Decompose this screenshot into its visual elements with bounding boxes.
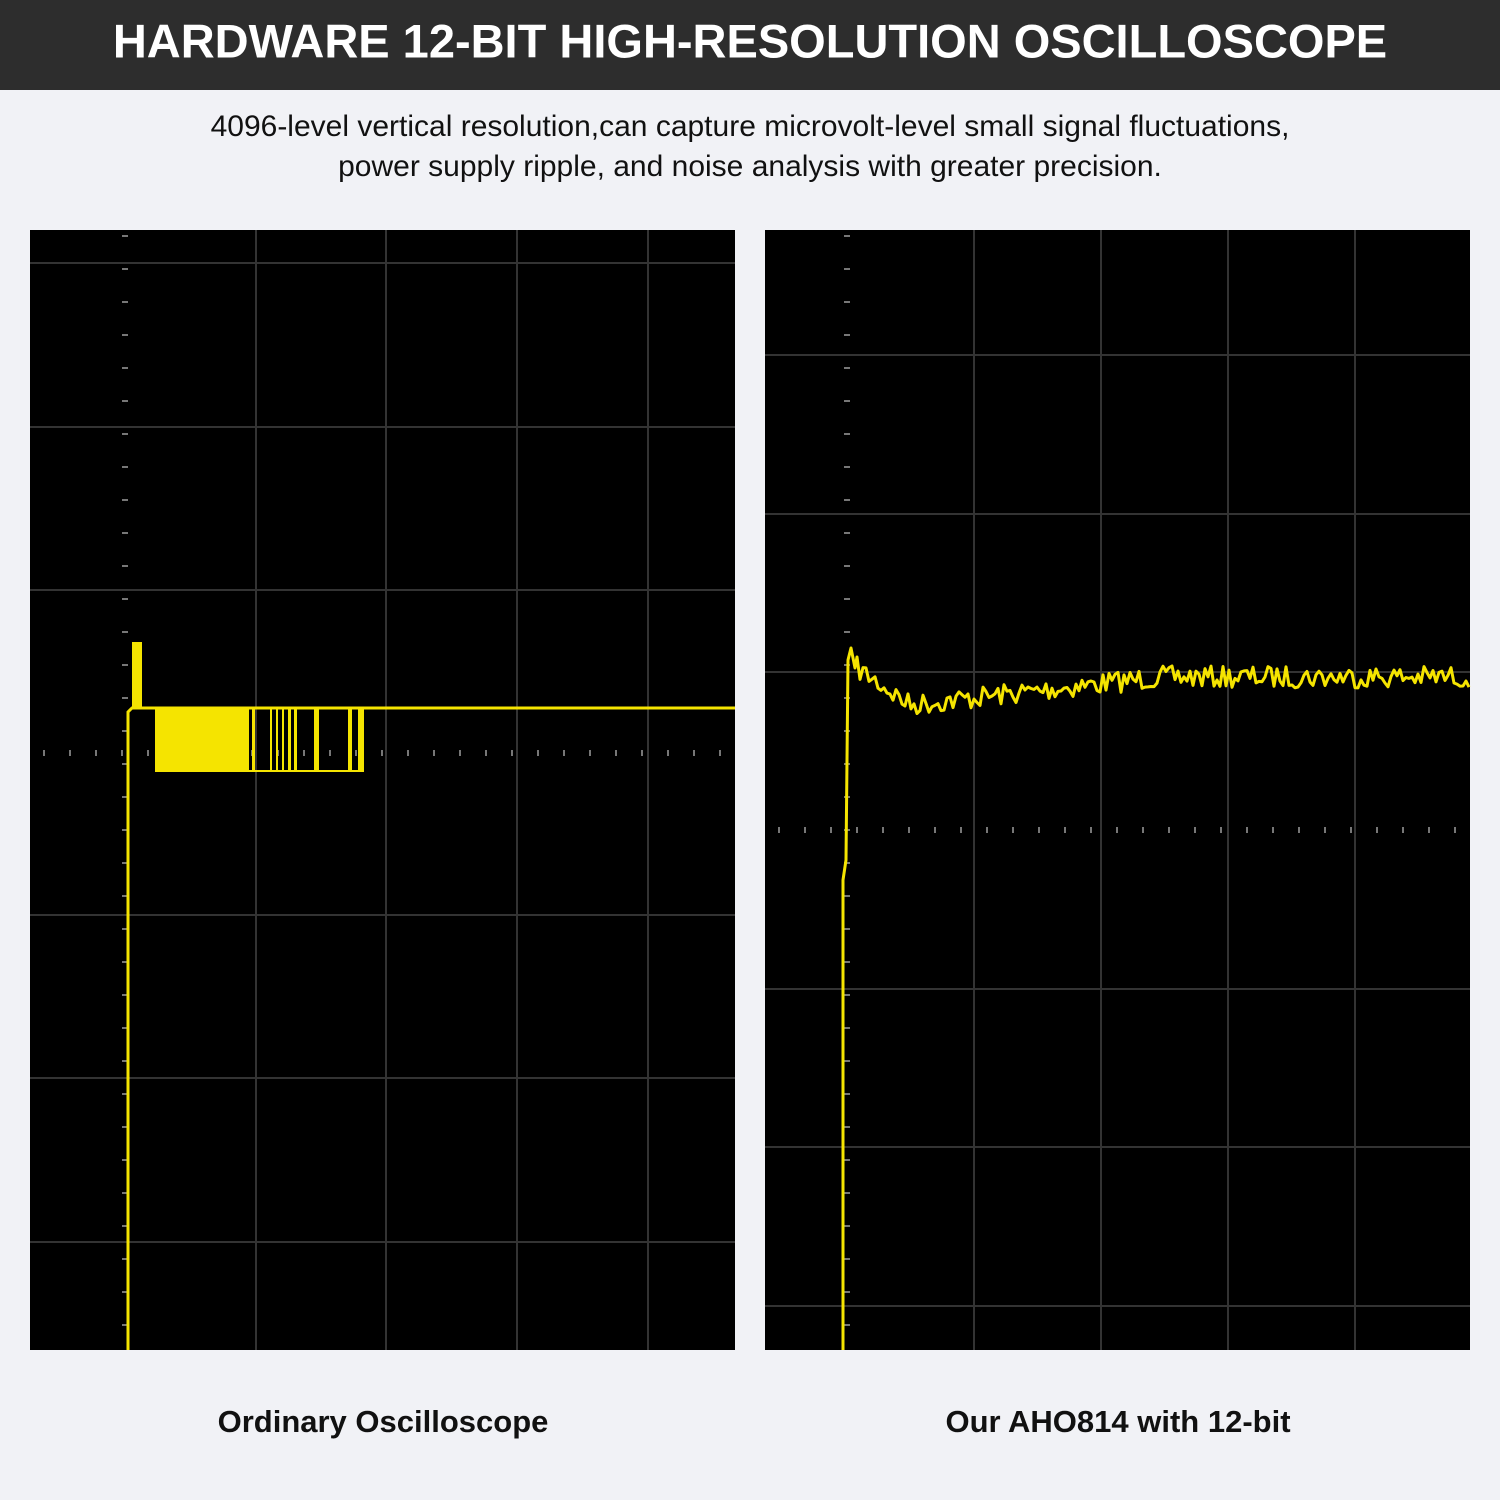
waveform <box>841 646 1471 1350</box>
noise-bar <box>252 708 255 772</box>
noise-bar <box>288 708 291 772</box>
scope-screen <box>765 230 1470 1350</box>
description: power supply ripple, and noise analysis … <box>338 150 1162 183</box>
noise-bar <box>276 708 278 772</box>
spike <box>132 642 142 708</box>
scope-screen <box>30 230 735 1350</box>
noise-bar <box>270 708 272 772</box>
noise-bar <box>282 708 284 772</box>
header-bar <box>0 0 1500 90</box>
noise-bar <box>294 708 297 772</box>
caption: Our AHO814 with 12-bit <box>945 1404 1290 1439</box>
noise-bar <box>245 708 249 772</box>
waveform <box>126 706 735 1350</box>
caption: Ordinary Oscilloscope <box>218 1404 549 1439</box>
noise-bar <box>314 708 319 772</box>
description: 4096-level vertical resolution,can captu… <box>211 110 1290 143</box>
noise-bar <box>348 708 352 772</box>
waveforms <box>30 230 1471 1350</box>
title: HARDWARE 12-BIT HIGH-RESOLUTION OSCILLOS… <box>113 14 1387 67</box>
noise-bar <box>358 708 364 772</box>
noise-block <box>155 708 245 772</box>
